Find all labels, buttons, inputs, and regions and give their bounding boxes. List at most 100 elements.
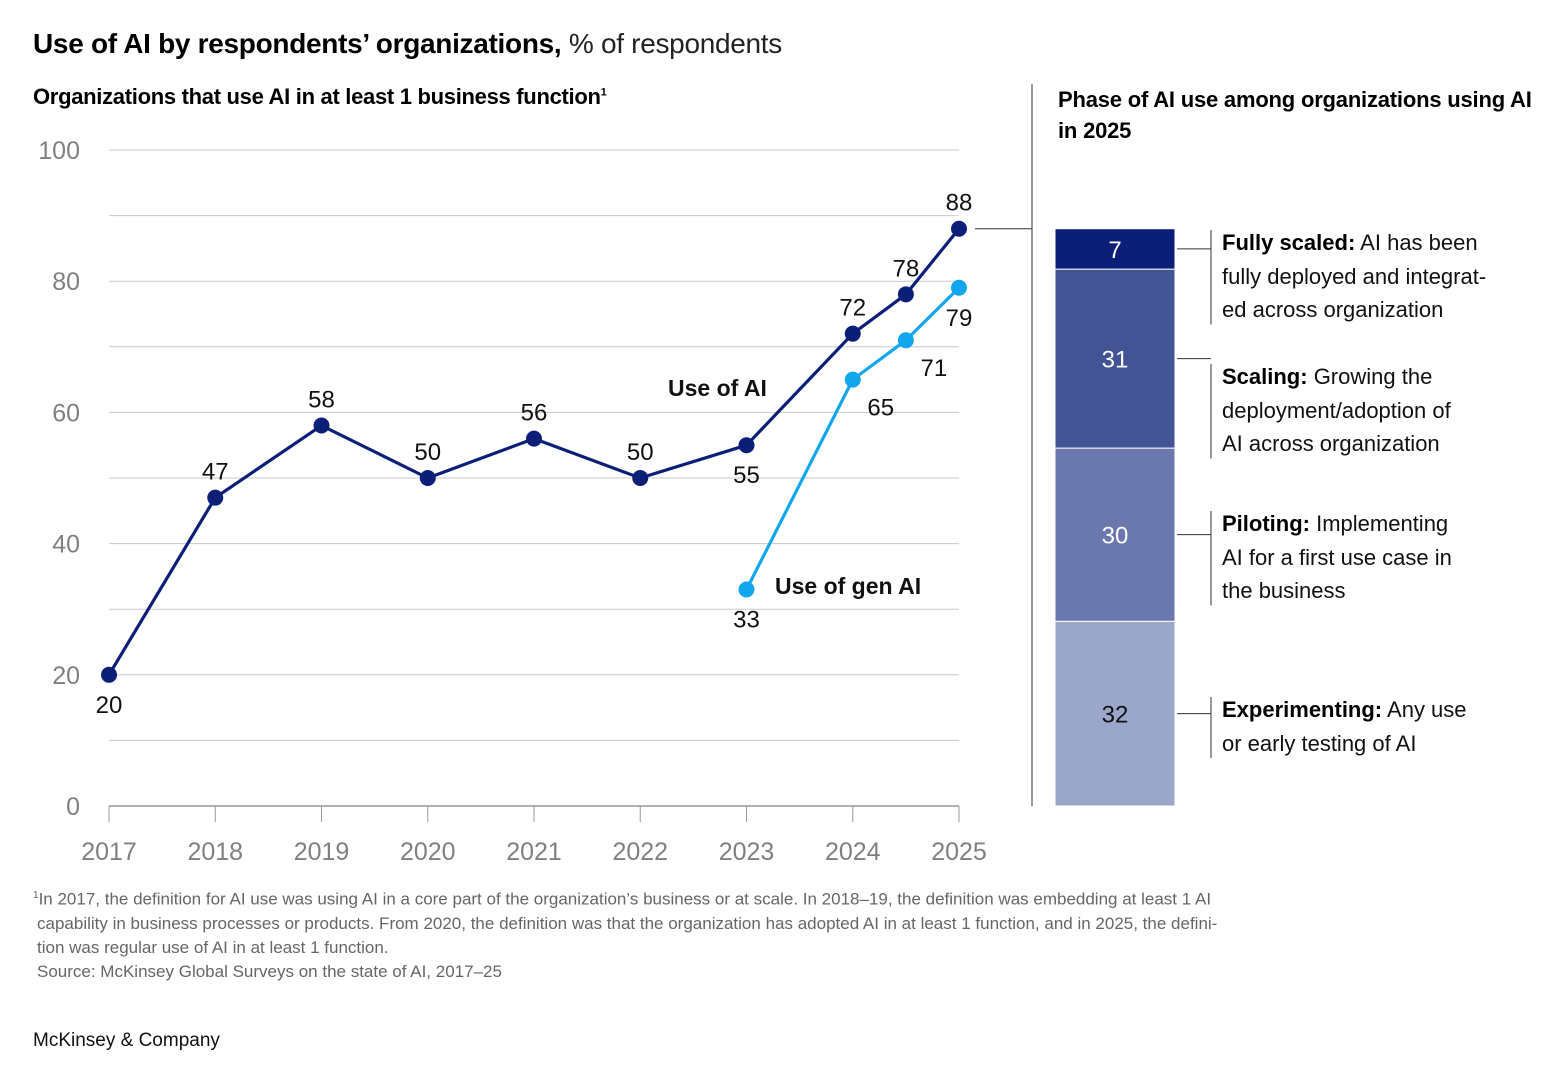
phase-description: Implementing (1309, 511, 1449, 536)
use-of-ai-point (101, 666, 117, 683)
use-of-gen-ai-line (745, 286, 961, 591)
phase-description: AI has been (1355, 230, 1478, 255)
bar-segment-value: 7 (1108, 237, 1121, 264)
footnote-line: 1In 2017, the definition for AI use was … (33, 884, 1523, 912)
data-label: 20 (96, 692, 123, 719)
bar-segment-value: 32 (1102, 702, 1129, 729)
use-of-ai-point (897, 286, 914, 303)
data-label: 55 (733, 462, 760, 489)
phase-description: AI across organization (1222, 431, 1440, 456)
use-of-ai-point (632, 470, 649, 486)
phase-description: deployment/adoption of (1222, 397, 1451, 423)
use-of-gen-ai-point (844, 371, 861, 388)
line-chart-subtitle-text: Organizations that use AI in at least 1 … (33, 84, 601, 109)
y-tick-label: 20 (52, 662, 80, 690)
footnote: 1In 2017, the definition for AI use was … (33, 884, 1523, 984)
data-label: 33 (733, 607, 760, 634)
x-tick-label: 2020 (400, 838, 456, 866)
phase-label-line: deployment/adoption of (1222, 394, 1552, 428)
phase-label-fully-scaled: Fully scaled: AI has been fully deployed … (1222, 226, 1552, 327)
x-tick-label: 2019 (294, 838, 350, 866)
data-label: 47 (202, 459, 229, 486)
phase-description: Growing the (1307, 364, 1433, 389)
x-tick-label: 2023 (719, 838, 775, 866)
data-label: 72 (839, 295, 866, 322)
use-of-gen-ai-point (738, 581, 755, 598)
bar-segment-experimenting (1054, 620, 1176, 807)
bar-label-connectors (1177, 230, 1212, 758)
phase-label-line: the business (1222, 574, 1552, 608)
bar-segment-fully-scaled (1054, 228, 1176, 270)
bar-segment-piloting (1054, 447, 1176, 622)
y-axis-tick-labels: 0 20 40 60 80 100 (38, 137, 80, 821)
phase-name: Piloting: (1222, 511, 1310, 536)
use-of-ai-point (844, 325, 861, 342)
use-of-ai-point (738, 437, 755, 454)
phase-name: Fully scaled: (1222, 230, 1356, 255)
data-label: 79 (946, 305, 973, 332)
phase-description: the business (1222, 578, 1346, 603)
phase-label-line: Experimenting: Any use (1222, 693, 1552, 727)
chart-title-bold: Use of AI by respondents’ organizations, (33, 28, 562, 59)
footnote-line: tion was regular use of AI in at least 1… (33, 936, 1523, 960)
phase-label-line: ed across organization (1222, 293, 1552, 327)
data-label: 56 (521, 400, 548, 427)
chart-title-unit: % of respondents (561, 28, 782, 59)
phase-description: Any use (1382, 697, 1467, 722)
phase-label-line: fully deployed and integrat- (1222, 260, 1552, 294)
use-of-ai-line (107, 227, 961, 676)
footnote-mark: 1 (600, 86, 607, 99)
y-tick-label: 80 (52, 268, 80, 296)
data-label: 58 (308, 387, 335, 414)
phase-description: ed across organization (1222, 297, 1444, 322)
phase-label-line: Piloting: Implementing (1222, 507, 1552, 541)
use-of-ai-point (419, 470, 436, 486)
phase-description: or early testing of AI (1222, 730, 1417, 756)
use-of-ai-point (313, 417, 330, 434)
x-tick-label: 2021 (506, 838, 562, 866)
data-label: 50 (414, 439, 441, 466)
x-tick-label: 2024 (825, 838, 881, 866)
x-axis: 2017 2018 2019 2020 2021 2022 2023 2024 2025 (81, 805, 987, 866)
source-note: Source: McKinsey Global Surveys on the s… (37, 961, 502, 981)
x-tick-label: 2022 (612, 838, 668, 866)
use-of-gen-ai-point (951, 279, 967, 296)
line-series (101, 220, 967, 683)
footnote-text: In 2017, the definition for AI use was u… (38, 889, 1212, 909)
line-chart-subtitle: Organizations that use AI in at least 1 … (33, 84, 607, 110)
phase-label-line: or early testing of AI (1222, 727, 1552, 761)
phase-name: Scaling: (1222, 364, 1308, 389)
use-of-ai-series-label: Use of AI (668, 375, 767, 401)
phase-label-scaling: Scaling: Growing the deployment/adoption … (1222, 360, 1552, 461)
chart-title: Use of AI by respondents’ organizations,… (33, 28, 782, 60)
phase-label-piloting: Piloting: Implementing AI for a first use… (1222, 507, 1552, 608)
data-labels: 20 47 58 50 56 50 55 72 78 88 33 65 71 79 (96, 190, 973, 719)
data-label: 78 (893, 255, 920, 282)
x-tick-label: 2018 (187, 838, 243, 866)
footnote-text: tion was regular use of AI in at least 1… (37, 937, 389, 957)
use-of-ai-point (207, 489, 224, 506)
stacked-bar: 32 30 31 7 (1054, 228, 1176, 807)
data-label: 65 (867, 395, 894, 422)
gridlines (109, 149, 959, 741)
phase-label-line: AI for a first use case in (1222, 541, 1552, 575)
brand-logo-text: McKinsey & Company (33, 1030, 220, 1051)
bar-segment-value: 31 (1102, 347, 1129, 374)
footnote-line: capability in business processes or prod… (33, 912, 1523, 936)
phase-label-line: Scaling: Growing the (1222, 360, 1552, 394)
phase-description: AI for a first use case in (1222, 544, 1452, 570)
use-of-gen-ai-point (897, 332, 914, 349)
footnote-text: capability in business processes or prod… (37, 913, 1218, 933)
bar-segment-scaling (1054, 268, 1176, 449)
use-of-ai-point (951, 220, 967, 237)
y-tick-label: 0 (66, 793, 80, 821)
phase-label-line: Fully scaled: AI has been (1222, 226, 1552, 260)
data-label: 88 (946, 190, 973, 217)
data-label: 50 (627, 439, 654, 466)
phase-name: Experimenting: (1222, 697, 1383, 722)
y-tick-label: 60 (52, 399, 80, 427)
phase-label-line: AI across organization (1222, 427, 1552, 461)
use-of-ai-point (526, 430, 542, 447)
footnote-mark: 1 (33, 890, 39, 901)
